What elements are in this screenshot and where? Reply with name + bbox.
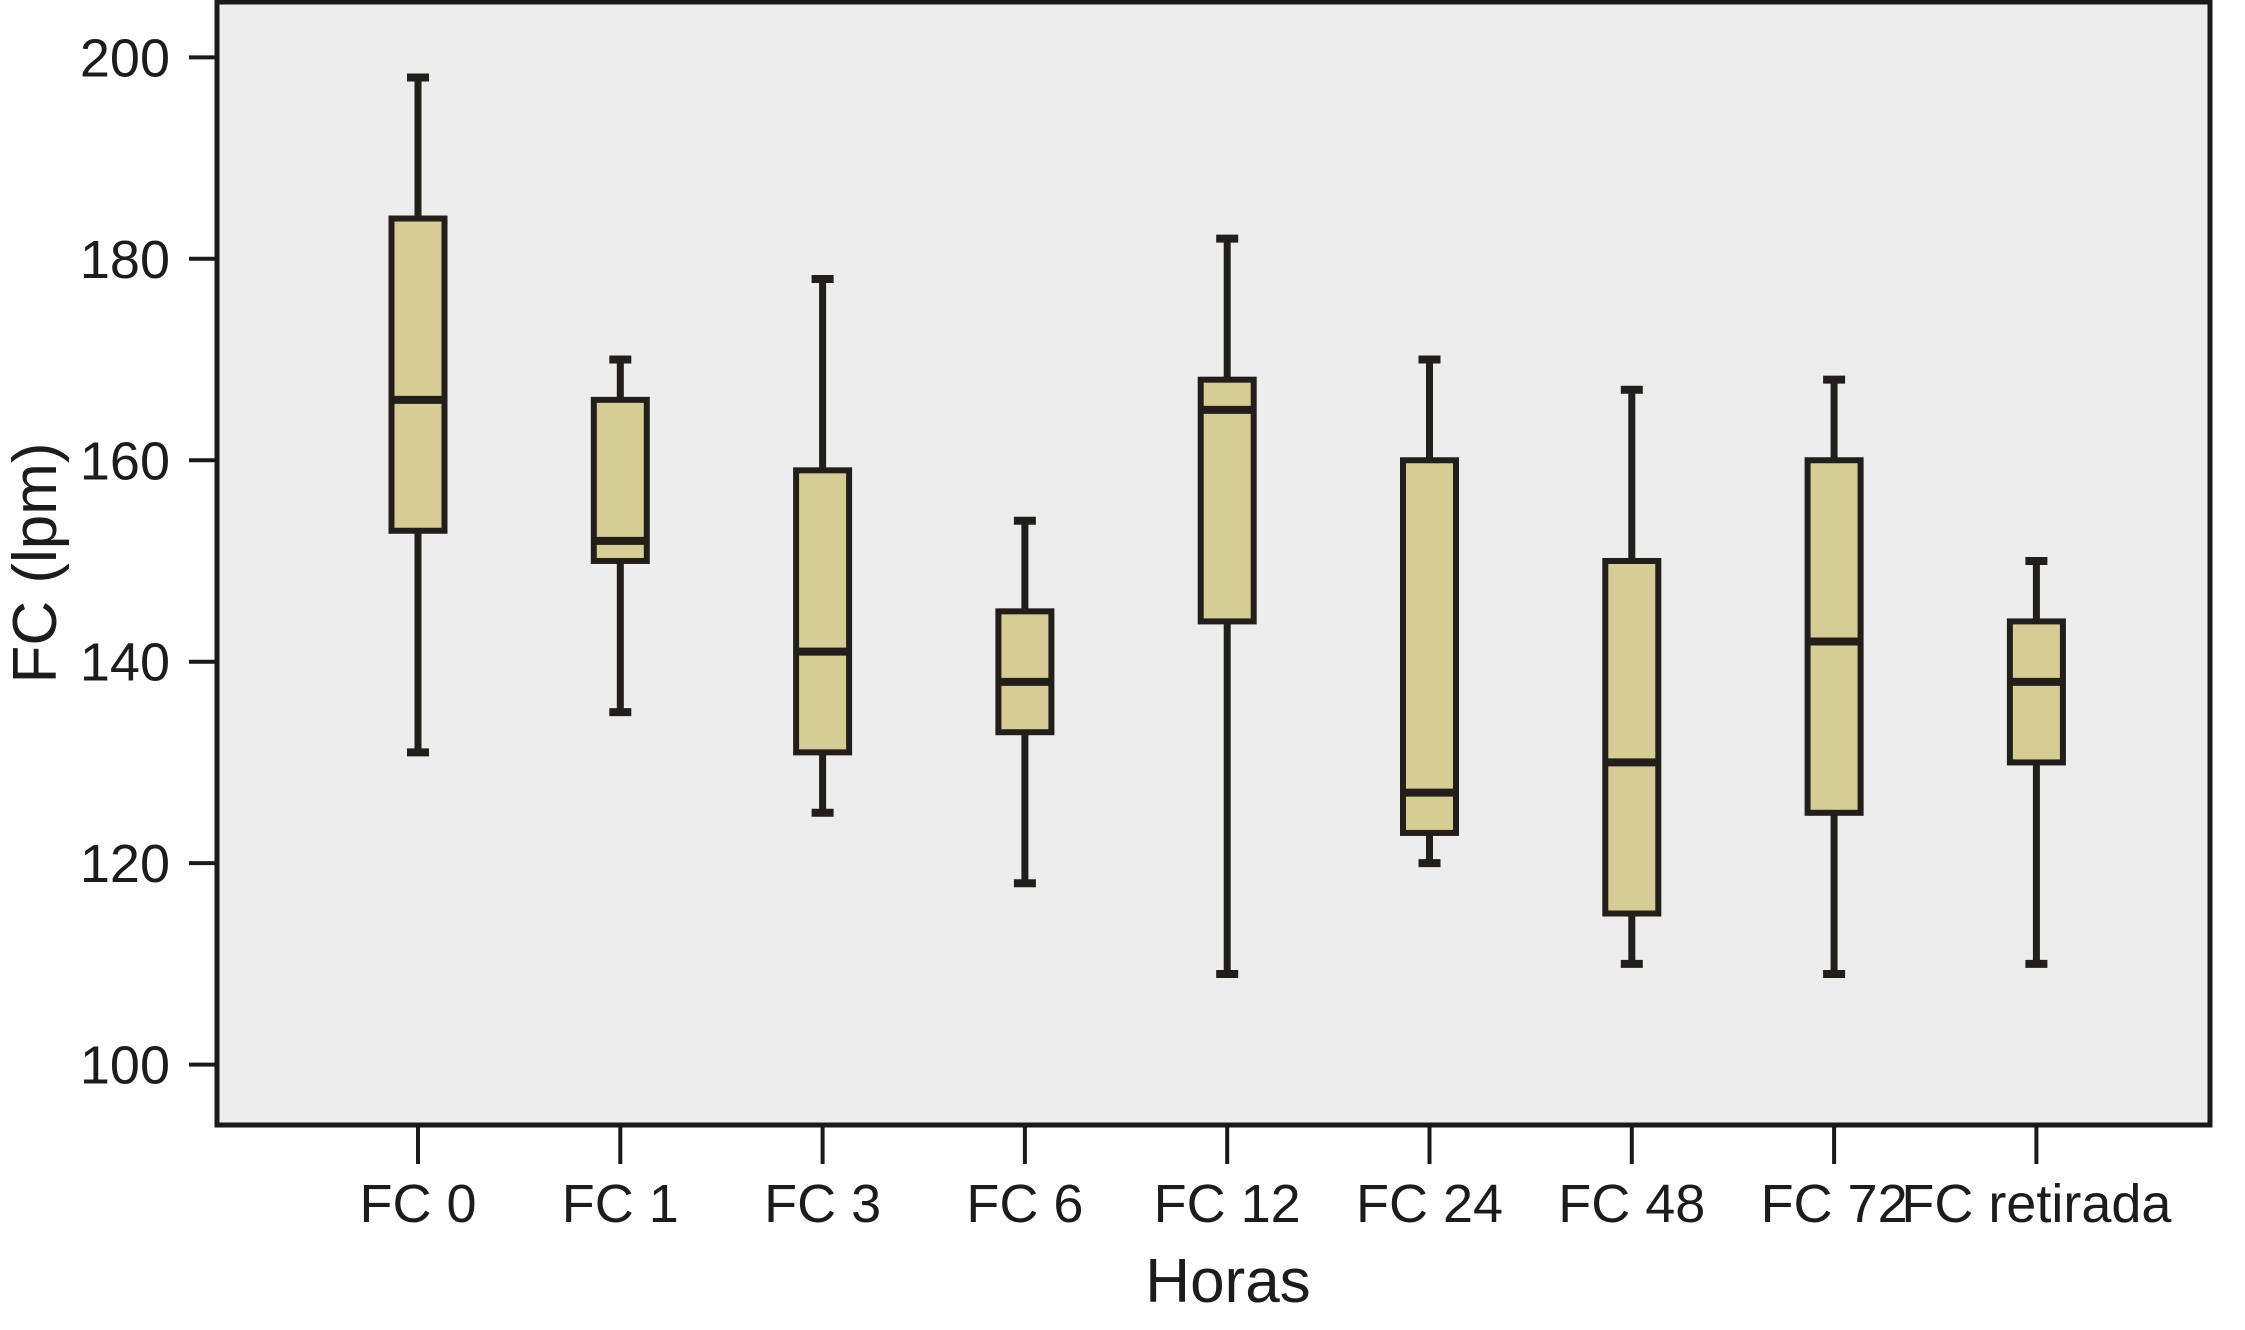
y-tick-label: 140 bbox=[80, 633, 170, 693]
iqr-box bbox=[1602, 557, 1662, 917]
axis-ticks-layer bbox=[189, 55, 2039, 1164]
axis-labels-layer: 100 120 140 160 180 200 FC 0 FC 1 FC 3 FC 6 FC 12 F… bbox=[80, 28, 2173, 1234]
boxplot-FC-6 bbox=[995, 516, 1055, 888]
y-tick-label: 100 bbox=[80, 1036, 170, 1096]
boxplot-FC-24 bbox=[1400, 355, 1459, 868]
iqr-box bbox=[793, 467, 853, 756]
y-tick-label: 160 bbox=[80, 431, 170, 491]
iqr-box bbox=[590, 396, 650, 564]
x-tick-label: FC 72 bbox=[1761, 1174, 1908, 1234]
iqr-box bbox=[1400, 457, 1459, 836]
x-tick-label: FC 48 bbox=[1558, 1174, 1705, 1234]
x-tick-label: FC 1 bbox=[562, 1174, 679, 1234]
iqr-box bbox=[1804, 457, 1864, 816]
boxplot-FC-48 bbox=[1602, 385, 1662, 968]
y-tick-label: 120 bbox=[80, 834, 170, 894]
boxplot-FC-3 bbox=[793, 274, 853, 817]
boxes-layer bbox=[388, 73, 2066, 978]
boxplot-FC-1 bbox=[590, 355, 650, 717]
y-tick-label: 180 bbox=[80, 230, 170, 290]
iqr-box bbox=[1197, 376, 1257, 625]
x-tick-label: FC 3 bbox=[764, 1174, 881, 1234]
x-tick-label: FC retirada bbox=[1901, 1174, 2172, 1234]
boxplot-FC-0 bbox=[388, 73, 448, 757]
iqr-box bbox=[2006, 618, 2066, 766]
x-axis-title: Horas bbox=[1145, 1247, 1310, 1316]
y-tick-label: 200 bbox=[80, 28, 170, 88]
y-axis-title: FC (lpm) bbox=[1, 442, 70, 683]
boxplot-FC-12 bbox=[1197, 234, 1257, 978]
iqr-box bbox=[388, 215, 448, 534]
x-tick-label: FC 24 bbox=[1356, 1174, 1503, 1234]
x-tick-label: FC 0 bbox=[359, 1174, 476, 1234]
boxplot-FC-retirada bbox=[2006, 556, 2066, 968]
iqr-box bbox=[995, 608, 1055, 736]
boxplot-FC-72 bbox=[1804, 375, 1864, 978]
x-tick-label: FC 12 bbox=[1154, 1174, 1301, 1234]
x-tick-label: FC 6 bbox=[966, 1174, 1083, 1234]
